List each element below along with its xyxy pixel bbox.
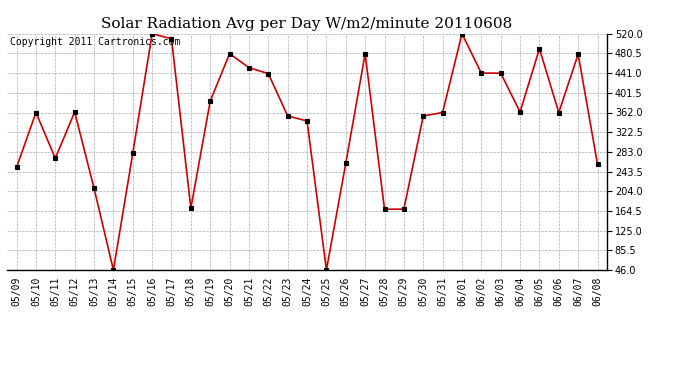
Title: Solar Radiation Avg per Day W/m2/minute 20110608: Solar Radiation Avg per Day W/m2/minute … xyxy=(101,17,513,31)
Text: Copyright 2011 Cartronics.com: Copyright 2011 Cartronics.com xyxy=(10,37,180,47)
